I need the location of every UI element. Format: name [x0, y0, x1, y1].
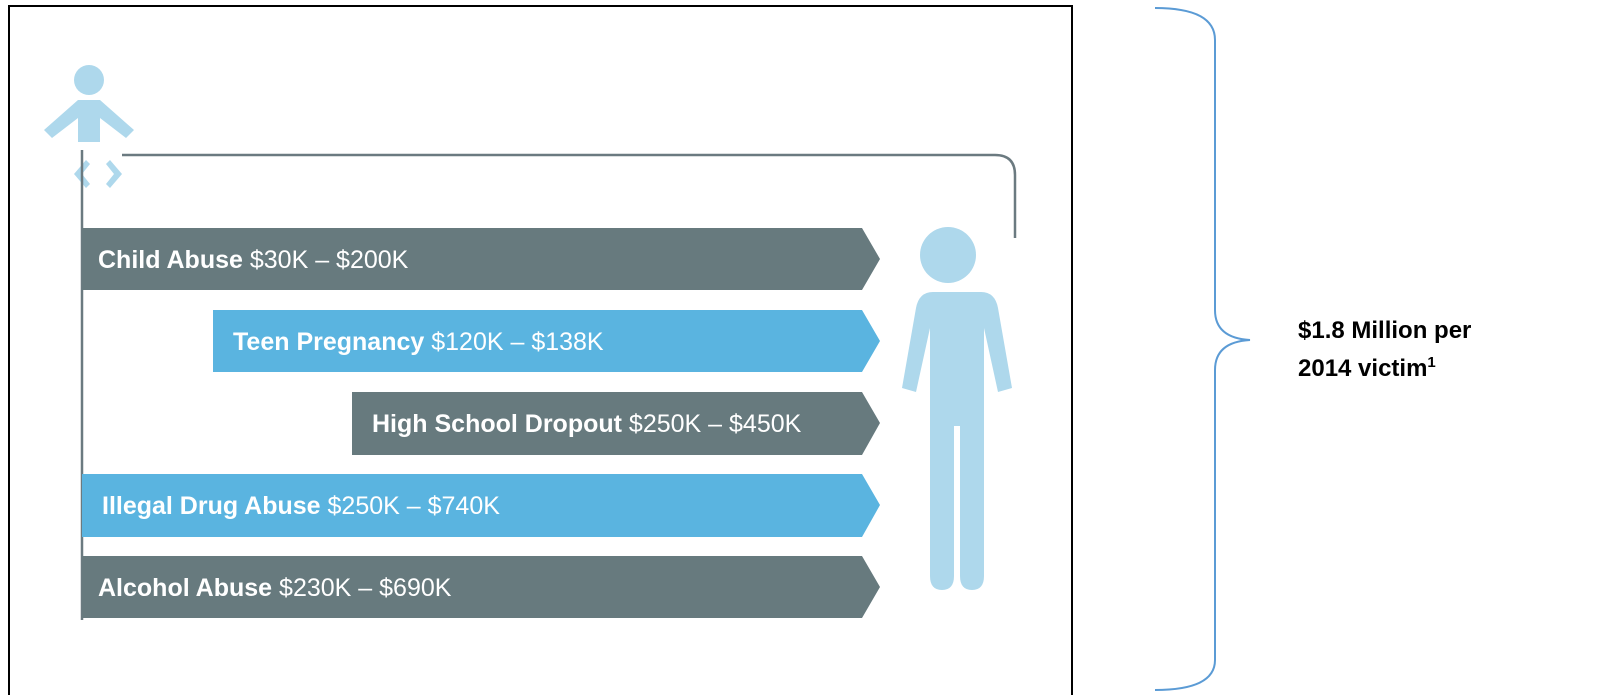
bar-label: Teen Pregnancy	[233, 328, 424, 356]
baby-icon	[44, 65, 134, 188]
summary-text: 2014 victim	[1298, 355, 1427, 382]
bars: Child Abuse $30K – $200K Teen Pregnancy …	[82, 228, 880, 618]
bar-text: Alcohol Abuse $230K – $690K	[98, 574, 452, 602]
bar-range: $230K – $690K	[279, 574, 452, 602]
bar-label: Alcohol Abuse	[98, 574, 272, 602]
bar-text: Illegal Drug Abuse $250K – $740K	[102, 492, 500, 520]
bar-range: $120K – $138K	[431, 328, 604, 356]
bar-range: $30K – $200K	[250, 246, 409, 274]
bar-label: Illegal Drug Abuse	[102, 492, 321, 520]
bar-range: $250K – $450K	[629, 410, 802, 438]
bar	[82, 228, 880, 290]
bar-text: Teen Pregnancy $120K – $138K	[233, 328, 604, 356]
bar	[352, 392, 880, 455]
adult-icon	[902, 227, 1012, 590]
footnote-mark: 1	[1427, 354, 1435, 371]
summary-line: $1.8 Million per	[1298, 317, 1471, 344]
bar	[82, 474, 880, 537]
bar-label: Child Abuse	[98, 246, 243, 274]
bar-label: High School Dropout	[372, 410, 623, 438]
summary-line: 2014 victim1	[1298, 354, 1436, 382]
bar-text: High School Dropout $250K – $450K	[372, 410, 802, 438]
bar	[82, 556, 880, 618]
brace	[1154, 7, 1251, 691]
bar-text: Child Abuse $30K – $200K	[98, 246, 409, 274]
bar	[213, 310, 880, 372]
bar-range: $250K – $740K	[328, 492, 501, 520]
